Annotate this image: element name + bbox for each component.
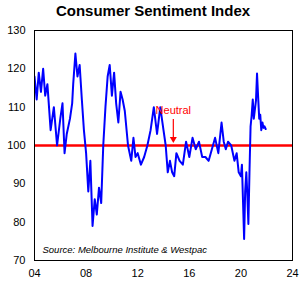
svg-text:120: 120: [7, 62, 25, 74]
html-text:Consumer Sentiment Index: Consumer Sentiment Index: [55, 2, 251, 19]
svg-text:90: 90: [13, 177, 25, 189]
svg-text:130: 130: [7, 24, 25, 36]
svg-text:110: 110: [8, 101, 26, 113]
svg-text:Source: Melbourne Institute &: Source: Melbourne Institute & Westpac: [43, 244, 208, 255]
svg-text:20: 20: [235, 267, 247, 279]
svg-text:70: 70: [13, 254, 25, 266]
svg-text:80: 80: [13, 216, 25, 228]
svg-text:04: 04: [28, 267, 40, 279]
svg-text:24: 24: [286, 267, 298, 279]
svg-text:08: 08: [80, 267, 92, 279]
svg-text:100: 100: [7, 139, 25, 151]
svg-text:Neutral: Neutral: [156, 104, 191, 116]
svg-text:16: 16: [183, 267, 195, 279]
svg-text:12: 12: [132, 267, 144, 279]
